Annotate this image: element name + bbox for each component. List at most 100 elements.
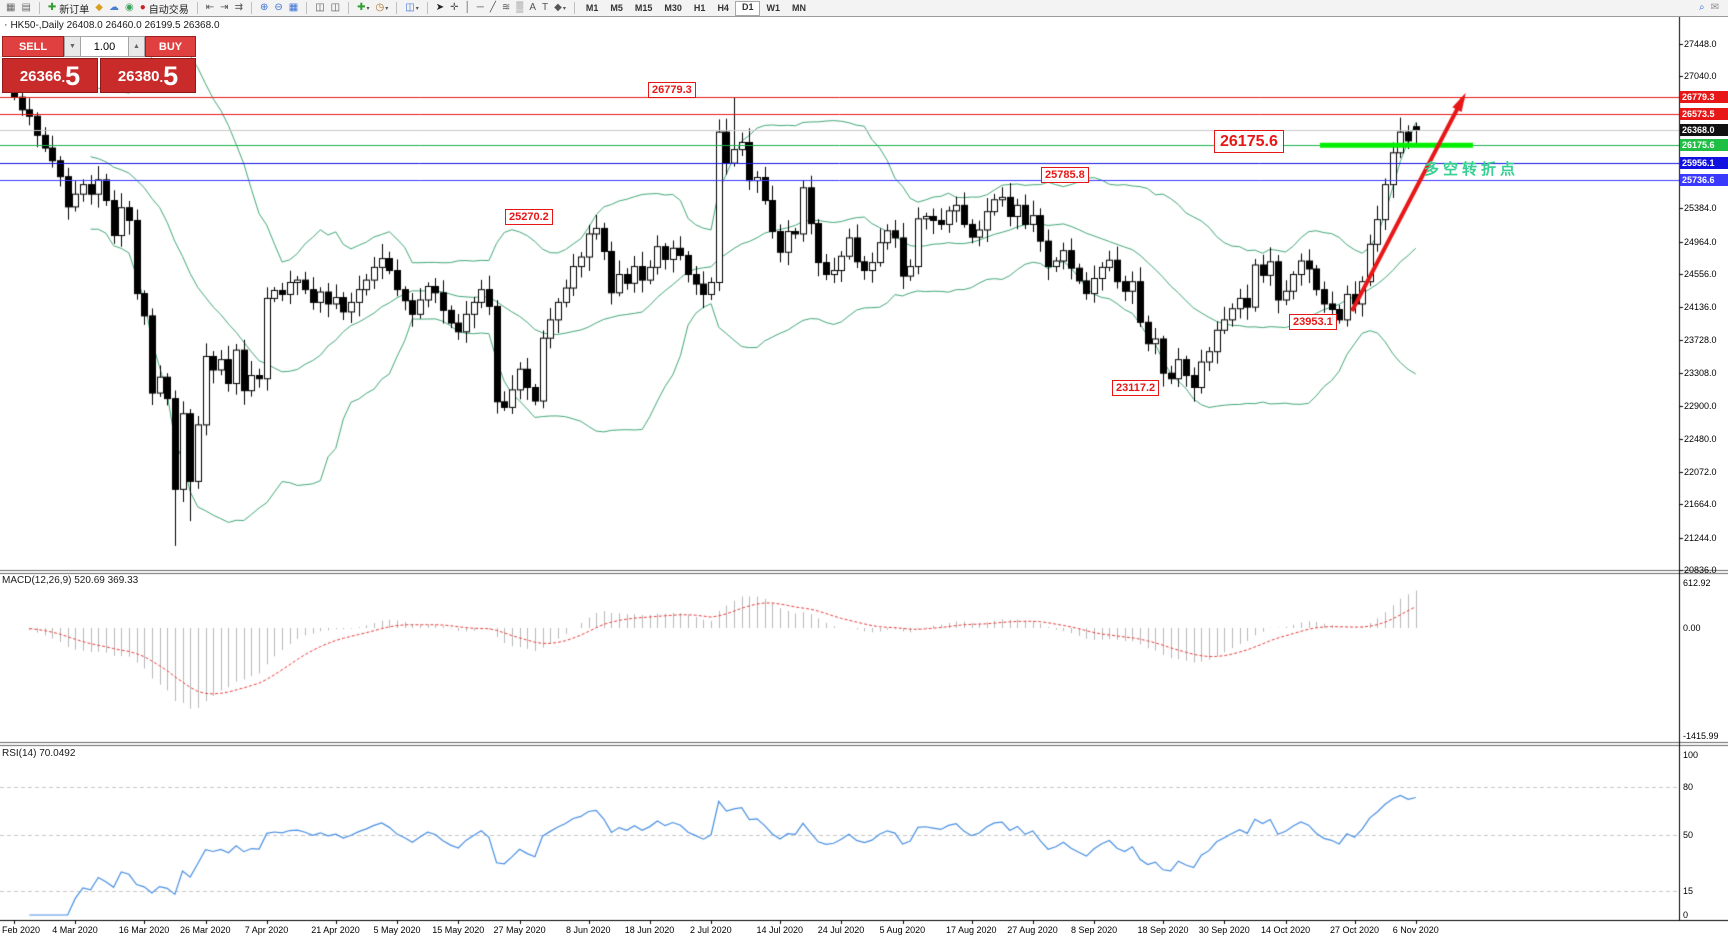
label-25785[interactable]: 25785.8 xyxy=(1041,167,1089,183)
toolbar-separator xyxy=(250,2,252,14)
chart-preview-icon[interactable]: ▤ xyxy=(18,1,33,15)
crosshair-icon[interactable]: ✛ xyxy=(447,1,461,15)
fibonacci-icon: ▒ xyxy=(516,2,524,13)
price-tick-label: 22480.0 xyxy=(1684,434,1717,445)
lot-size-input[interactable] xyxy=(81,36,128,57)
label-26779[interactable]: 26779.3 xyxy=(648,82,696,98)
vertical-line-icon: │ xyxy=(464,2,471,13)
label-turning-point[interactable]: 多空转折点 xyxy=(1424,161,1520,178)
toolbar-group-7: ➤ ✛ │ ─ ╱ ≋ ▒ A T ◆ ▾ xyxy=(430,0,572,16)
lot-increase-button[interactable]: ▲ xyxy=(128,36,145,57)
lot-decrease-button[interactable]: ▼ xyxy=(64,36,81,57)
timeframe-button-h1[interactable]: H1 xyxy=(693,2,706,13)
zoom-in-icon[interactable]: ⊕ xyxy=(257,1,271,15)
timeframe-button-mn[interactable]: MN xyxy=(791,2,806,13)
profiles-icon[interactable]: ◫ xyxy=(328,1,343,15)
indicators-add-icon-dropdown-arrow[interactable]: ▾ xyxy=(366,5,370,12)
vertical-line-icon[interactable]: │ xyxy=(462,1,474,15)
shapes-icon[interactable]: ◆ ▾ xyxy=(551,1,569,15)
label-23117[interactable]: 23117.2 xyxy=(1112,380,1160,396)
price-tick-label: 21664.0 xyxy=(1684,499,1717,510)
price-tag-26368-0[interactable]: 26368.0 xyxy=(1680,123,1728,136)
timeframe-button-m15[interactable]: M15 xyxy=(634,2,653,13)
text-icon[interactable]: A xyxy=(526,1,539,15)
buy-price-display[interactable]: 26380. 5 xyxy=(100,58,196,93)
date-label: 27 May 2020 xyxy=(493,925,546,935)
new-chart-icon[interactable]: ◫ xyxy=(312,1,327,15)
period-clock-icon-dropdown-arrow[interactable]: ▾ xyxy=(385,5,389,12)
macd-axis-label: 612.92 xyxy=(1683,578,1711,588)
chart-shift-left-icon[interactable]: ⇤ xyxy=(203,1,217,15)
chat-icon: ✉ xyxy=(1710,2,1719,13)
label-26175-big[interactable]: 26175.6 xyxy=(1214,130,1284,153)
auto-scroll-icon: ⇉ xyxy=(234,2,243,13)
label-icon[interactable]: T xyxy=(539,1,551,15)
cursor-icon: ➤ xyxy=(435,2,445,13)
toolbar-separator xyxy=(426,2,428,14)
price-tick-label: 27448.0 xyxy=(1684,38,1717,49)
new-order-button-label: 新订单 xyxy=(59,4,90,16)
price-tag-25956-1[interactable]: 25956.1 xyxy=(1680,156,1728,169)
history-cube-icon[interactable]: ◆ xyxy=(92,1,106,15)
accounts-icon[interactable]: ☁ xyxy=(106,1,122,15)
autotrade-button[interactable]: ● 自动交易 xyxy=(137,1,192,16)
period-clock-icon[interactable]: ◷ ▾ xyxy=(373,1,392,15)
tile-windows-icon[interactable]: ▦ xyxy=(286,1,301,15)
chat-icon[interactable]: ✉ xyxy=(1708,1,1722,15)
fibonacci-icon[interactable]: ▒ xyxy=(513,1,526,15)
window-icon[interactable]: ▦ xyxy=(3,1,18,15)
timeframe-button-d1[interactable]: D1 xyxy=(734,0,761,16)
price-tag-25736-6[interactable]: 25736.6 xyxy=(1680,174,1728,187)
toolbar-right-icons: ⌕ ✉ xyxy=(1696,1,1728,15)
label-25270[interactable]: 25270.2 xyxy=(505,209,553,225)
timeframe-button-m30[interactable]: M30 xyxy=(664,2,682,13)
sell-price-display[interactable]: 26366. 5 xyxy=(2,58,98,93)
price-tag-26573-5[interactable]: 26573.5 xyxy=(1680,107,1728,120)
new-order-button[interactable]: ✚ 新订单 xyxy=(45,1,92,16)
date-label: 27 Oct 2020 xyxy=(1330,925,1380,935)
date-label: 14 Oct 2020 xyxy=(1261,925,1311,935)
buy-button[interactable]: BUY xyxy=(145,36,196,57)
search-icon[interactable]: ⌕ xyxy=(1696,1,1708,15)
chart-shift-right-icon[interactable]: ⇥ xyxy=(217,1,231,15)
signal-icon: ◉ xyxy=(125,2,134,13)
trendline-icon[interactable]: ╱ xyxy=(487,1,499,15)
rsi-axis-label: 100 xyxy=(1683,750,1699,760)
cursor-icon[interactable]: ➤ xyxy=(433,1,447,15)
price-tick-label: 22072.0 xyxy=(1684,466,1717,477)
chart-type-icon-dropdown-arrow[interactable]: ▾ xyxy=(415,5,419,12)
toolbar-separator xyxy=(348,2,350,14)
shapes-icon-dropdown-arrow[interactable]: ▾ xyxy=(562,5,566,12)
timeframe-button-w1[interactable]: W1 xyxy=(766,2,780,13)
signal-icon[interactable]: ◉ xyxy=(122,1,137,15)
tile-windows-icon: ▦ xyxy=(288,2,299,13)
macd-axis-label: -1415.99 xyxy=(1683,731,1719,741)
toolbar-group-5: ✚ ▾ ◷ ▾ xyxy=(351,0,394,16)
date-label: Feb 2020 xyxy=(2,925,41,935)
macd-axis-label: 0.00 xyxy=(1683,623,1701,633)
horizontal-line-icon[interactable]: ─ xyxy=(474,1,487,15)
sell-button[interactable]: SELL xyxy=(2,36,64,57)
auto-scroll-icon[interactable]: ⇉ xyxy=(232,1,246,15)
channel-icon[interactable]: ≋ xyxy=(499,1,513,15)
timeframe-button-m5[interactable]: M5 xyxy=(610,2,623,13)
price-tag-26779-3[interactable]: 26779.3 xyxy=(1680,91,1728,104)
date-label: 7 Apr 2020 xyxy=(244,925,289,935)
price-tick-label: 24556.0 xyxy=(1684,269,1717,280)
chart-type-icon[interactable]: ◫ ▾ xyxy=(402,1,421,15)
toolbar-separator xyxy=(306,2,308,14)
zoom-out-icon[interactable]: ⊖ xyxy=(271,1,285,15)
toolbar-group-2: ⇤ ⇥ ⇉ xyxy=(200,0,249,16)
trendline-icon: ╱ xyxy=(489,2,496,13)
price-tag-26175-6[interactable]: 26175.6 xyxy=(1680,139,1728,152)
price-tick-label: 21244.0 xyxy=(1684,532,1717,543)
price-tick-label: 23308.0 xyxy=(1684,368,1717,379)
indicators-add-icon[interactable]: ✚ ▾ xyxy=(354,1,372,15)
price-tick-label: 22900.0 xyxy=(1684,400,1717,411)
label-23953[interactable]: 23953.1 xyxy=(1289,314,1337,330)
timeframe-button-m1[interactable]: M1 xyxy=(585,2,599,13)
timeframe-button-h4[interactable]: H4 xyxy=(717,2,729,13)
price-tick-label: 25384.0 xyxy=(1684,203,1717,214)
